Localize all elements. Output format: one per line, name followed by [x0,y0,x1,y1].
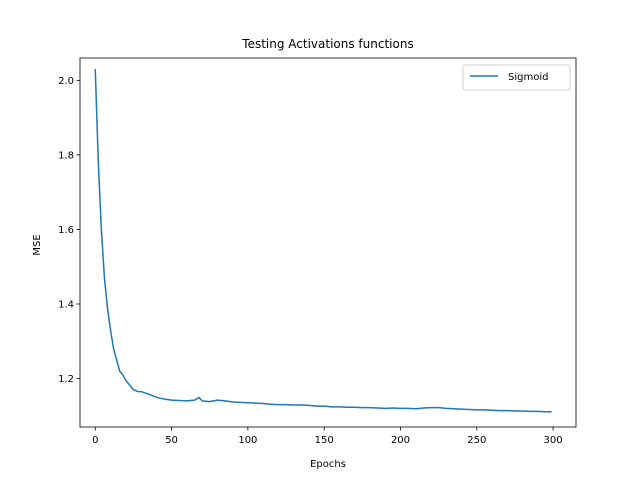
legend-label: Sigmoid [508,72,548,83]
x-tick-label: 300 [544,435,563,446]
legend-box [462,64,571,91]
series-layer [94,69,552,413]
y-axis-ticks: 1.2 1.4 1.6 1.8 2.0 [58,76,80,385]
y-tick-label: 1.8 [58,150,74,161]
chart-title: Testing Activations functions [241,37,413,51]
y-tick-label: 1.2 [58,374,74,385]
y-tick-label: 2.0 [58,76,74,87]
plot-frame [79,57,577,428]
y-tick-label: 1.6 [58,225,74,236]
x-tick-label: 100 [238,435,257,446]
x-axis-label: Epochs [310,459,346,470]
x-tick-label: 200 [391,435,410,446]
x-tick-label: 250 [467,435,486,446]
x-tick-label: 50 [165,435,178,446]
y-tick-label: 1.4 [58,300,74,311]
series-line-sigmoid [94,69,552,413]
y-axis-label: MSE [32,234,43,255]
plot-area [79,57,577,428]
legend: Sigmoid [462,64,571,91]
x-tick-label: 150 [315,435,334,446]
x-axis-ticks: 0 50 100 150 200 250 300 [92,427,563,446]
x-tick-label: 0 [92,435,98,446]
